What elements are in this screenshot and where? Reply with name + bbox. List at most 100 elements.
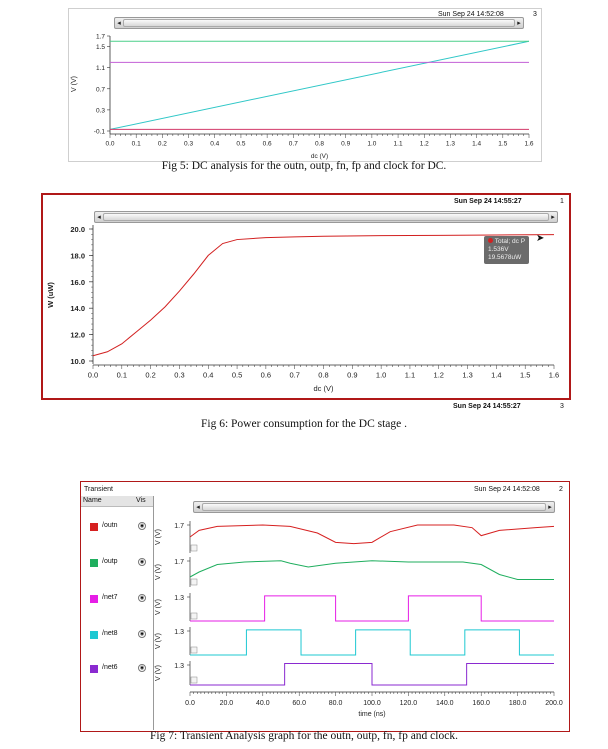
fig5-x-tick-label: 0.4 — [210, 141, 219, 148]
signal-row-net6[interactable]: /net6 ◉ — [81, 662, 151, 676]
signal-row-net8[interactable]: /net8 ◉ — [81, 628, 151, 642]
signal-row-outp[interactable]: /outp ◉ — [81, 556, 151, 570]
fig7-strip-y-axis-label: V (V) — [155, 633, 162, 649]
fig6-x-tick-label: 0.2 — [145, 371, 155, 380]
signal-color-swatch — [90, 523, 98, 531]
fig7-x-axis-label: time (ns) — [358, 711, 385, 718]
fig5-x-tick-label: 1.2 — [420, 141, 429, 148]
fig6-window-number: 1 — [560, 198, 564, 205]
fig7-strip-y-tick-label: 1.3 — [174, 629, 184, 636]
fig6-x-tick-label: 0.9 — [347, 371, 357, 380]
fig5-y-tick-label: 1.7 — [96, 34, 105, 41]
fig6-x-tick-label: 0.6 — [261, 371, 271, 380]
fig6-y-tick-label: 20.0 — [70, 225, 85, 234]
signal-name: /net8 — [102, 630, 118, 637]
fig5-y-axis-label: V (V) — [71, 76, 78, 92]
fig6-x-tick-label: 1.4 — [491, 371, 501, 380]
scroll-right-icon[interactable]: ▸ — [548, 503, 552, 511]
tooltip-line3: 19.5678uW — [488, 254, 522, 261]
fig5-plot: 1.7 1.5 1.1 0.7 0.3 -0.1 V (V) 0.0 0.1 0.2 0.3 0.4 0… — [71, 34, 534, 161]
fig6-x-tick-label: 0.8 — [318, 371, 328, 380]
fig5-x-axis-label: dc (V) — [311, 153, 328, 160]
fig5-x-tick-label: 0.9 — [341, 141, 350, 148]
fig5-x-tick-label: 1.3 — [446, 141, 455, 148]
visibility-eye-icon[interactable]: ◉ — [138, 664, 146, 672]
signal-color-swatch — [90, 665, 98, 673]
fig5-y-tick-label: 1.1 — [96, 65, 105, 72]
scroll-thumb[interactable] — [123, 19, 515, 27]
cursor-arrow-icon: ➤ — [536, 233, 545, 244]
fig6-y-tick-label: 14.0 — [70, 304, 85, 313]
signal-color-swatch — [90, 631, 98, 639]
fig7-window: Transient Sun Sep 24 14:52:08 2 Name Vis… — [80, 481, 570, 732]
fig6-y-tick-label: 18.0 — [70, 251, 85, 260]
fig7-x-tick-label: 180.0 — [509, 700, 527, 707]
scroll-left-icon[interactable]: ◂ — [117, 19, 121, 27]
visibility-eye-icon[interactable]: ◉ — [138, 558, 146, 566]
fig7-x-tick-label: 100.0 — [363, 700, 381, 707]
fig5-x-tick-label: 1.6 — [524, 141, 533, 148]
scroll-thumb[interactable] — [202, 503, 546, 511]
fig5-x-tick-label: 0.2 — [158, 141, 167, 148]
fig6-x-tick-label: 1.5 — [520, 371, 530, 380]
fig7-zoom-scrollbar[interactable]: ◂ ▸ — [193, 501, 555, 513]
signal-row-outn[interactable]: /outn ◉ — [81, 520, 151, 534]
signal-row-net7[interactable]: /net7 ◉ — [81, 592, 151, 606]
fig7-strip-y-tick-label: 1.7 — [174, 523, 184, 530]
tooltip-line1: Total; dc P — [494, 238, 526, 245]
visibility-eye-icon[interactable]: ◉ — [138, 594, 146, 602]
fig5-x-tick-label: 0.7 — [289, 141, 298, 148]
scroll-right-icon[interactable]: ▸ — [551, 213, 555, 221]
scroll-right-icon[interactable]: ▸ — [517, 19, 521, 27]
fig5-x-tick-label: 0.1 — [132, 141, 141, 148]
fig7-strip-y-axis-label: V (V) — [155, 599, 162, 615]
fig5-x-tick-label: 0.6 — [263, 141, 272, 148]
fig5-y-tick-label: 1.5 — [96, 44, 105, 51]
fig5-window: ◂ ▸ Sun Sep 24 14:52:08 3 — [68, 8, 542, 162]
fig5-x-tick-label: 1.4 — [472, 141, 481, 148]
fig5-x-tick-label: 0.8 — [315, 141, 324, 148]
fig5-caption: Fig 5: DC analysis for the outn, outp, f… — [161, 160, 447, 172]
fig6-footer-timestamp: Sun Sep 24 14:55:27 — [453, 403, 521, 410]
fig7-strip-y-axis-label: V (V) — [155, 564, 162, 580]
fig5-x-tick-label: 0.5 — [236, 141, 245, 148]
fig7-series-outn — [189, 524, 555, 545]
signal-name: /outn — [102, 522, 118, 529]
fig6-y-axis-label: W (uW) — [46, 282, 55, 308]
strip-marker-icon — [190, 676, 198, 684]
fig7-strip-y-tick-label: 1.3 — [174, 595, 184, 602]
fig7-x-tick-label: 200.0 — [545, 700, 563, 707]
signal-color-swatch — [90, 595, 98, 603]
marker-dot-icon — [488, 238, 493, 243]
fig6-x-tick-label: 1.3 — [462, 371, 472, 380]
fig7-series-outp — [189, 560, 554, 580]
visibility-eye-icon[interactable]: ◉ — [138, 630, 146, 638]
fig7-timestamp: Sun Sep 24 14:52:08 — [474, 486, 540, 493]
signal-list-panel: Name Vis /outn ◉ /outp ◉ /net7 ◉ /net8 ◉ /net6 ◉ — [81, 496, 154, 730]
fig7-x-tick-label: 120.0 — [400, 700, 418, 707]
fig6-x-tick-label: 0.5 — [232, 371, 242, 380]
visibility-eye-icon[interactable]: ◉ — [138, 522, 146, 530]
scroll-left-icon[interactable]: ◂ — [97, 213, 101, 221]
fig6-x-tick-label: 0.4 — [203, 371, 213, 380]
fig6-zoom-scrollbar[interactable]: ◂ ▸ — [94, 211, 558, 223]
strip-marker-icon — [190, 544, 198, 552]
fig7-series-net8 — [190, 629, 554, 656]
signal-list-header: Name Vis — [81, 496, 153, 507]
signal-name: /net7 — [102, 594, 118, 601]
fig5-zoom-scrollbar[interactable]: ◂ ▸ — [114, 17, 524, 29]
fig6-x-tick-label: 0.7 — [289, 371, 299, 380]
strip-marker-icon — [190, 646, 198, 654]
fig5-timestamp: Sun Sep 24 14:52:08 — [438, 11, 504, 18]
fig6-footer-number: 3 — [560, 403, 564, 410]
fig6-plot: 20.0 18.0 16.0 14.0 12.0 10.0 W (uW) 0.0 0.1 0.2 0… — [46, 225, 559, 393]
fig6-x-tick-label: 1.1 — [405, 371, 415, 380]
fig6-x-tick-label: 0.0 — [88, 371, 98, 380]
fig6-caption: Fig 6: Power consumption for the DC stag… — [200, 418, 408, 430]
signal-name: /net6 — [102, 664, 118, 671]
fig7-x-tick-label: 40.0 — [256, 700, 270, 707]
scroll-thumb[interactable] — [103, 213, 549, 221]
signal-name: /outp — [102, 558, 118, 565]
scroll-left-icon[interactable]: ◂ — [196, 503, 200, 511]
fig6-tooltip: Total; dc P 1.536V 19.5678uW — [484, 236, 530, 264]
